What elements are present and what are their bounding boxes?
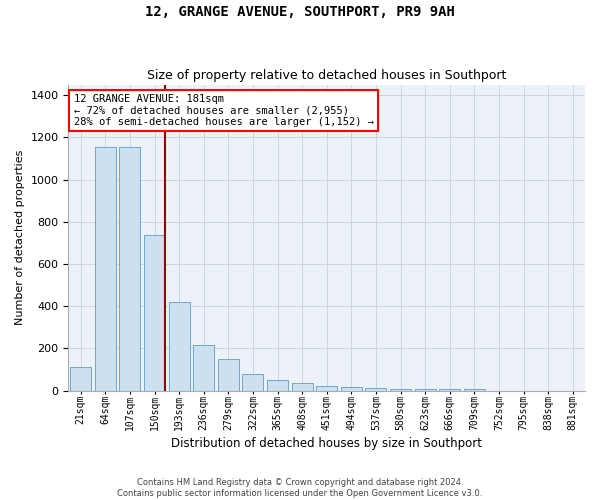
Bar — [218, 358, 239, 390]
Bar — [169, 302, 190, 390]
Bar — [365, 388, 386, 390]
Bar — [144, 236, 165, 390]
Title: Size of property relative to detached houses in Southport: Size of property relative to detached ho… — [147, 69, 506, 82]
X-axis label: Distribution of detached houses by size in Southport: Distribution of detached houses by size … — [171, 437, 482, 450]
Bar — [439, 388, 460, 390]
Bar — [464, 388, 485, 390]
Bar — [316, 386, 337, 390]
Bar — [242, 374, 263, 390]
Bar — [267, 380, 288, 390]
Bar — [415, 388, 436, 390]
Bar — [95, 147, 116, 390]
Bar — [70, 368, 91, 390]
Text: Contains HM Land Registry data © Crown copyright and database right 2024.
Contai: Contains HM Land Registry data © Crown c… — [118, 478, 482, 498]
Text: 12 GRANGE AVENUE: 181sqm
← 72% of detached houses are smaller (2,955)
28% of sem: 12 GRANGE AVENUE: 181sqm ← 72% of detach… — [74, 94, 374, 127]
Bar — [193, 346, 214, 391]
Bar — [119, 147, 140, 390]
Bar — [292, 383, 313, 390]
Bar — [390, 388, 411, 390]
Text: 12, GRANGE AVENUE, SOUTHPORT, PR9 9AH: 12, GRANGE AVENUE, SOUTHPORT, PR9 9AH — [145, 5, 455, 19]
Bar — [341, 388, 362, 390]
Y-axis label: Number of detached properties: Number of detached properties — [15, 150, 25, 326]
